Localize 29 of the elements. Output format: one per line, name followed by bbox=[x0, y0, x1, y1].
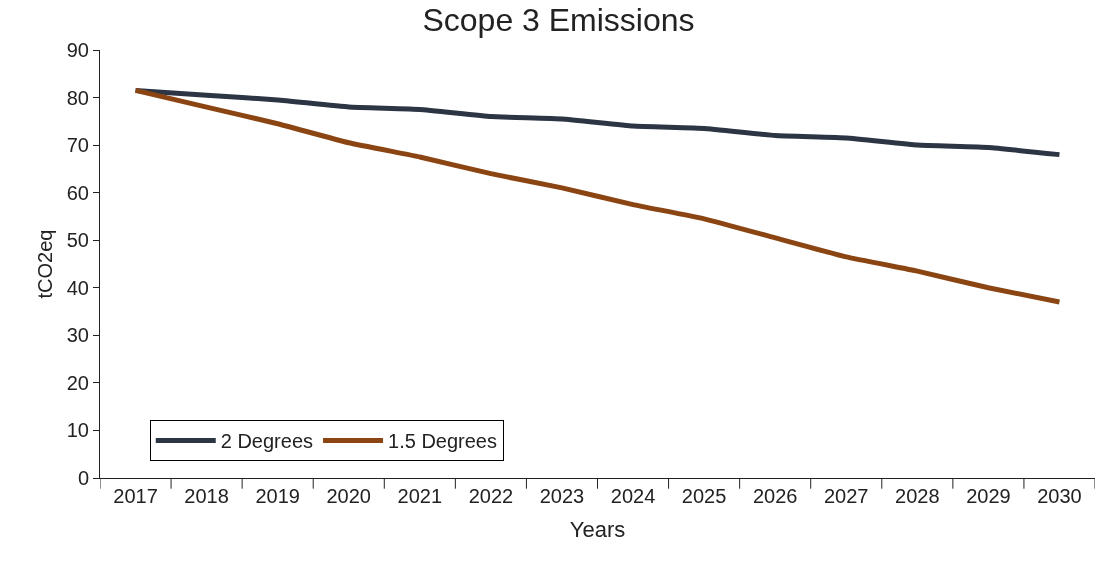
x-tick-label: 2030 bbox=[1037, 485, 1082, 507]
x-tick-label: 2027 bbox=[824, 485, 869, 507]
y-tick-label: 70 bbox=[66, 134, 89, 157]
x-tick-label: 2023 bbox=[539, 485, 585, 507]
y-axis-title: tCO2eq bbox=[34, 229, 57, 299]
x-tick-label: 2028 bbox=[895, 485, 940, 507]
legend-label: 1.5 Degrees bbox=[388, 430, 497, 453]
x-tick-label: 2020 bbox=[326, 485, 371, 507]
x-tick-label: 2024 bbox=[610, 485, 656, 507]
x-tick-label: 2026 bbox=[752, 485, 798, 507]
x-tick-label: 2018 bbox=[184, 485, 229, 507]
y-tick-label: 10 bbox=[66, 419, 89, 442]
y-tick-label: 30 bbox=[66, 324, 89, 347]
y-tick-label: 20 bbox=[66, 371, 89, 394]
y-tick-label: 90 bbox=[66, 39, 89, 61]
y-tick-label: 40 bbox=[66, 276, 89, 299]
x-tick-label: 2025 bbox=[681, 485, 727, 507]
y-tick-label: 0 bbox=[77, 467, 89, 489]
legend-label: 2 Degrees bbox=[220, 430, 314, 453]
x-tick-label: 2021 bbox=[397, 485, 443, 507]
x-tick-label: 2029 bbox=[966, 485, 1011, 507]
y-tick-label: 50 bbox=[66, 229, 89, 252]
chart-title: Scope 3 Emissions bbox=[422, 2, 695, 39]
x-tick-label: 2017 bbox=[113, 485, 158, 507]
y-tick-label: 60 bbox=[66, 181, 89, 204]
x-tick-label: 2019 bbox=[255, 485, 300, 507]
x-tick-label: 2022 bbox=[468, 485, 514, 507]
y-tick-label: 80 bbox=[66, 86, 89, 109]
x-axis-title: Years bbox=[569, 516, 626, 542]
